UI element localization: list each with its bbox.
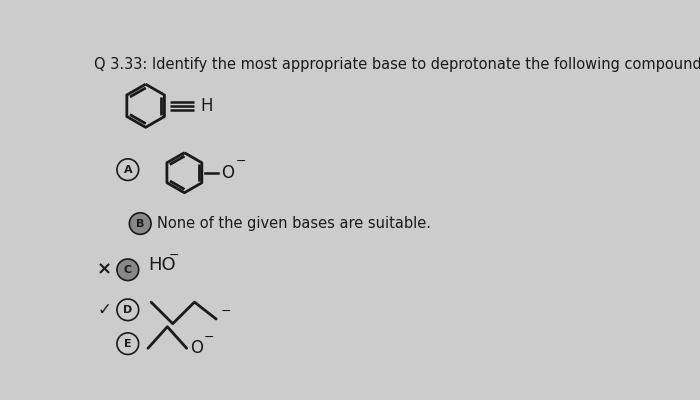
- Text: H: H: [200, 97, 212, 115]
- Text: A: A: [123, 165, 132, 175]
- Text: B: B: [136, 218, 144, 228]
- Circle shape: [130, 213, 151, 234]
- Text: HO: HO: [148, 256, 176, 274]
- Text: O: O: [190, 339, 203, 357]
- Text: None of the given bases are suitable.: None of the given bases are suitable.: [158, 216, 431, 231]
- Text: C: C: [124, 265, 132, 275]
- Text: −: −: [235, 155, 246, 168]
- Text: −: −: [220, 305, 231, 318]
- Circle shape: [117, 259, 139, 280]
- Text: D: D: [123, 305, 132, 315]
- Text: −: −: [204, 331, 214, 344]
- Text: −: −: [169, 250, 179, 262]
- Text: ✓: ✓: [97, 301, 111, 319]
- Text: ×: ×: [97, 261, 112, 279]
- Text: Q 3.33: Identify the most appropriate base to deprotonate the following compound: Q 3.33: Identify the most appropriate ba…: [94, 57, 700, 72]
- Text: E: E: [124, 339, 132, 349]
- Text: O: O: [222, 164, 235, 182]
